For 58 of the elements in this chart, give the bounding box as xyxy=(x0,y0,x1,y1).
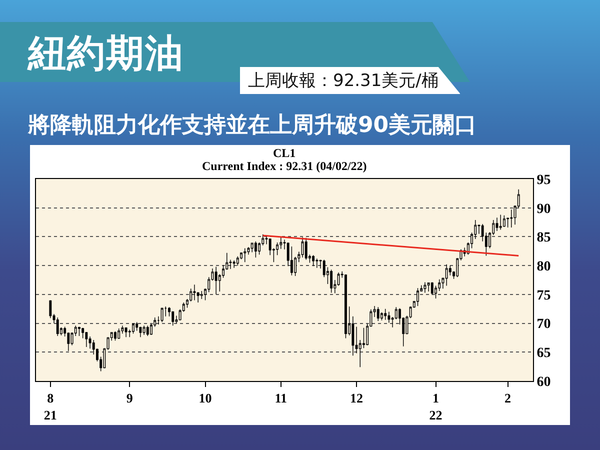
candlestick xyxy=(114,331,116,341)
chart-subtitle: 上周收報：92.31美元/桶 xyxy=(240,67,460,94)
candlestick xyxy=(388,311,390,324)
candlestick xyxy=(142,325,146,336)
y-tick-label: 65 xyxy=(536,346,551,362)
text: 將降軌阻力化作支持並在上周升破90美元關口 xyxy=(28,112,477,140)
candlestick xyxy=(78,326,80,336)
candlestick xyxy=(499,214,502,230)
candlestick xyxy=(424,282,426,294)
candlestick xyxy=(430,282,434,296)
x-tick-label: 2 xyxy=(504,390,512,406)
candlestick xyxy=(118,328,120,340)
x-tick-label: 1 22 xyxy=(429,390,442,422)
candlestick xyxy=(344,274,347,339)
y-tick-label: 60 xyxy=(536,374,551,390)
candlestick xyxy=(193,284,196,301)
text: Current Index : 92.31 (04/02/22) xyxy=(202,159,367,173)
y-tick-label: 75 xyxy=(536,288,551,304)
candlestick xyxy=(312,254,315,266)
y-tick-label: 95 xyxy=(536,172,551,188)
candlestick xyxy=(214,266,218,295)
x-tick-label: 10 xyxy=(198,390,212,406)
x-tick-label: 8 21 xyxy=(44,390,57,422)
candlestick xyxy=(56,317,59,336)
candlestick xyxy=(330,269,333,294)
candlestick xyxy=(254,240,257,258)
y-tick-label: 90 xyxy=(536,202,551,217)
x-tick-label: 11 xyxy=(274,390,288,406)
x-tick-label: 12 xyxy=(350,390,364,406)
candlestick xyxy=(510,209,513,228)
candlestick xyxy=(172,311,174,326)
candlestick xyxy=(502,215,506,228)
candlestick xyxy=(232,260,236,268)
candlestick xyxy=(384,308,387,320)
candlestick xyxy=(427,282,430,292)
y-tick-label: 80 xyxy=(536,259,551,274)
candlestick xyxy=(304,238,308,260)
candlestick xyxy=(200,290,203,300)
candlestick xyxy=(301,236,304,258)
candlestick xyxy=(376,306,380,322)
text: CL1 xyxy=(273,146,296,160)
y-tick-label: 70 xyxy=(536,317,551,332)
candlestick xyxy=(290,246,293,276)
x-tick-label: 9 xyxy=(126,390,134,406)
candlestick xyxy=(496,217,498,232)
candlestick xyxy=(146,325,149,336)
candlestick xyxy=(244,248,246,262)
candlestick xyxy=(445,264,448,286)
candlestick xyxy=(139,326,142,338)
chart-title: 紐約期油 xyxy=(28,30,184,77)
candlestick xyxy=(124,326,128,338)
y-tick-label: 85 xyxy=(536,230,551,246)
candlestick xyxy=(236,256,239,266)
candlestick xyxy=(160,307,164,322)
candlestick xyxy=(416,288,419,306)
candlestick xyxy=(316,258,318,268)
candlestick xyxy=(85,332,88,348)
candlestick xyxy=(132,322,134,334)
